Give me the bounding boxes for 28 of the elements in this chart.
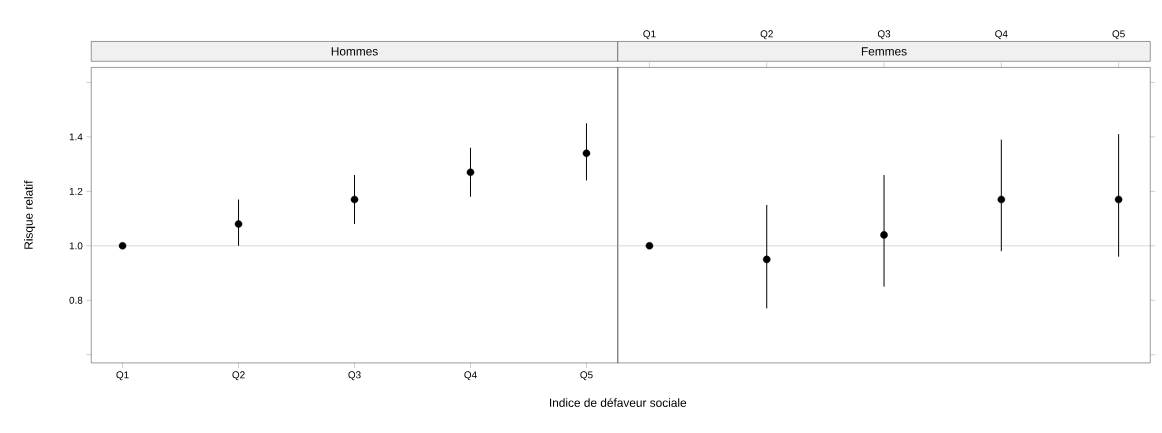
point	[762, 255, 771, 264]
point	[880, 230, 888, 239]
x-tick-label: Q1	[643, 30, 656, 39]
x-tick-label: Q2	[232, 371, 245, 380]
x-tick-label: Q4	[995, 30, 1008, 39]
x-tick-label: Q1	[116, 371, 129, 380]
y-axis-title: Risque relatif	[24, 180, 36, 249]
x-tick-label: Q2	[760, 30, 773, 39]
x-axis-title: Indice de défaveur sociale	[550, 397, 687, 407]
chart-title: Femmes	[861, 47, 907, 56]
point	[582, 149, 591, 157]
y-tick-label: 1.4	[69, 133, 83, 141]
x-tick-label: Q5	[580, 371, 593, 380]
point	[118, 241, 127, 250]
y-tick-label: 0.8	[69, 296, 83, 304]
chart-title: Hommes	[331, 47, 378, 56]
point	[466, 168, 475, 176]
point	[645, 241, 654, 250]
x-tick-label: Q5	[1112, 30, 1125, 39]
x-tick-label: Q3	[348, 371, 361, 380]
y-tick-label: 1.2	[69, 187, 83, 195]
x-tick-label: Q3	[877, 30, 891, 39]
point	[1114, 195, 1123, 204]
y-tick-label: 1.0	[69, 242, 83, 250]
point	[997, 195, 1006, 204]
x-tick-label: Q4	[464, 371, 477, 380]
point	[234, 220, 243, 228]
point	[350, 195, 359, 204]
